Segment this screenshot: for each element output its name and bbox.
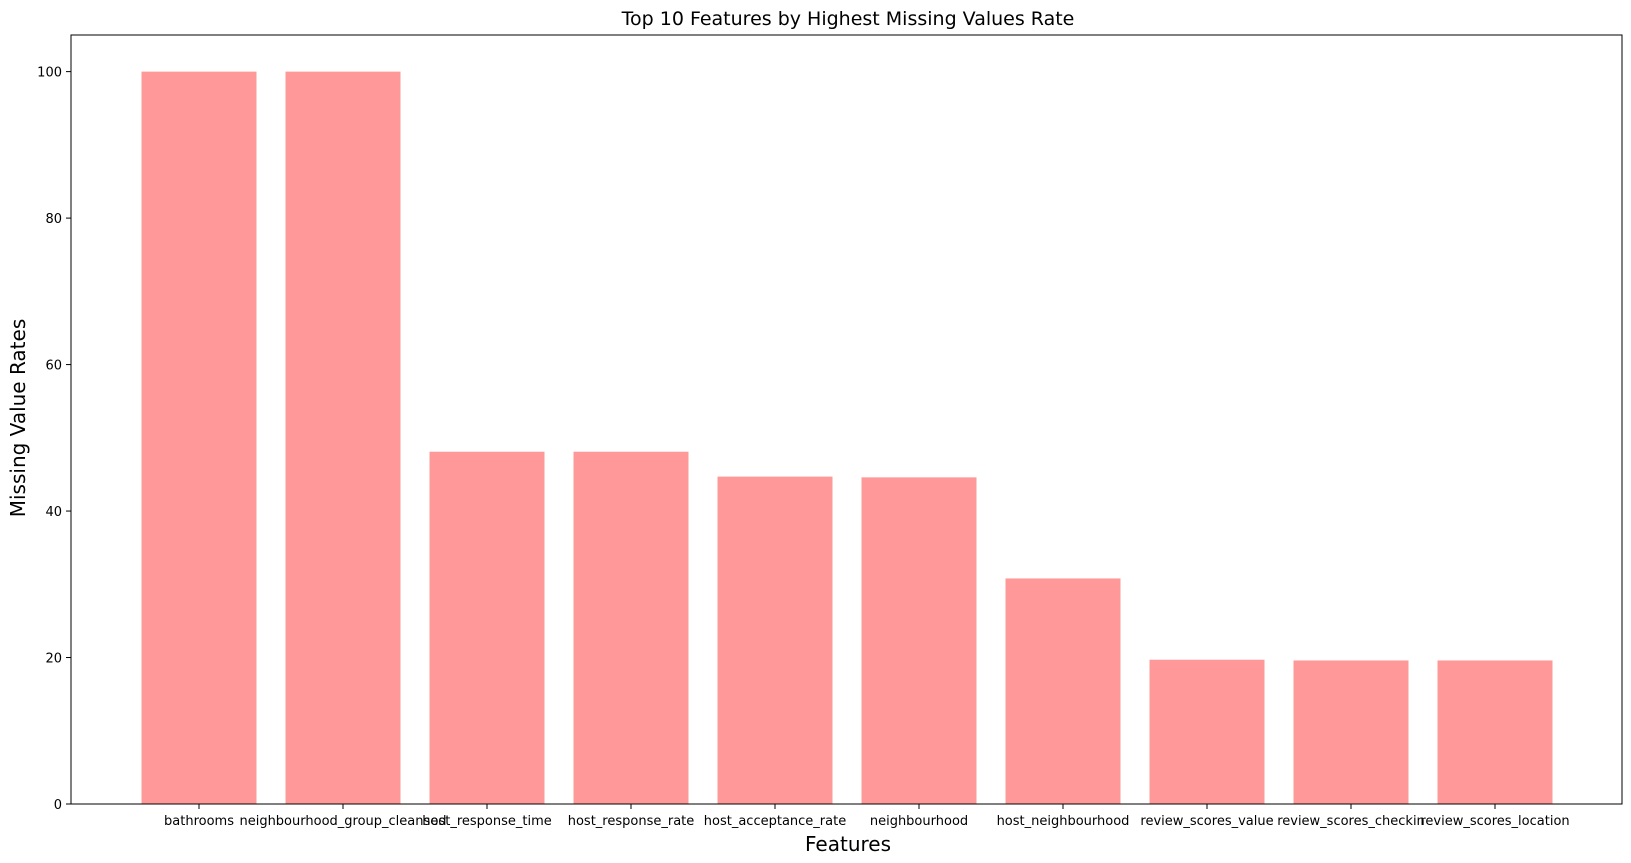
- x-tick-label: host_response_time: [422, 814, 551, 829]
- x-tick-label: review_scores_value: [1140, 814, 1273, 829]
- bar-host-neighbourhood: [1005, 578, 1121, 804]
- x-axis: bathrooms neighbourhood_group_cleansedhos…: [164, 804, 1570, 829]
- x-tick-label: host_response_rate: [568, 814, 695, 829]
- bar-bathrooms: [141, 71, 257, 805]
- bars-layer: [141, 71, 1553, 805]
- x-tick-label: host_acceptance_rate: [704, 814, 846, 829]
- bar-review-scores-checkin: [1293, 660, 1409, 804]
- x-tick-label: neighbourhood_group_cleansed: [239, 814, 446, 829]
- x-tick-label: review_scores_checkin: [1277, 814, 1425, 829]
- bar-review-scores-value: [1149, 659, 1265, 804]
- y-tick-label: 100: [37, 66, 62, 81]
- y-tick-label: 40: [45, 505, 62, 520]
- y-axis-label: Missing Value Rates: [6, 319, 30, 518]
- y-tick-label: 20: [45, 652, 62, 667]
- bar-host-response-time: [429, 451, 545, 804]
- bar-neighbourhood: [861, 477, 977, 804]
- chart-title: Top 10 Features by Highest Missing Value…: [621, 8, 1075, 30]
- y-axis: 0 20 40 60 80 100: [37, 66, 71, 813]
- y-tick-label: 80: [45, 212, 62, 227]
- plot-frame: [70, 34, 1623, 805]
- x-tick-label: host_neighbourhood: [997, 814, 1130, 829]
- y-tick-label: 0: [54, 798, 62, 813]
- bar-host-response-rate: [573, 451, 689, 804]
- bar-review-scores-location: [1437, 660, 1553, 804]
- bar-neighbourhood-group-cleansed: [285, 71, 401, 805]
- y-tick-label: 60: [45, 359, 62, 374]
- x-tick-label: review_scores_location: [1420, 814, 1569, 829]
- x-tick-label: neighbourhood: [870, 814, 968, 829]
- x-tick-label: bathrooms: [164, 814, 234, 829]
- x-axis-label: Features: [805, 832, 891, 856]
- bar-host-acceptance-rate: [717, 476, 833, 804]
